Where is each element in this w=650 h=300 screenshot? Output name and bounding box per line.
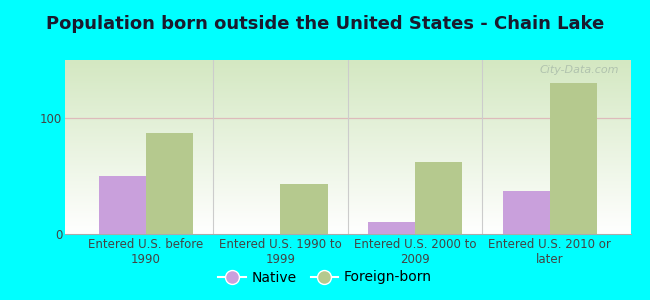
Bar [146, 133, 193, 234]
Bar [368, 222, 415, 234]
Bar [280, 184, 328, 234]
Bar [502, 191, 550, 234]
Legend: Native, Foreign-born: Native, Foreign-born [213, 265, 437, 290]
Bar [550, 83, 597, 234]
Bar [415, 162, 462, 234]
Text: Population born outside the United States - Chain Lake: Population born outside the United State… [46, 15, 604, 33]
Text: City-Data.com: City-Data.com [540, 65, 619, 75]
Bar [99, 176, 146, 234]
